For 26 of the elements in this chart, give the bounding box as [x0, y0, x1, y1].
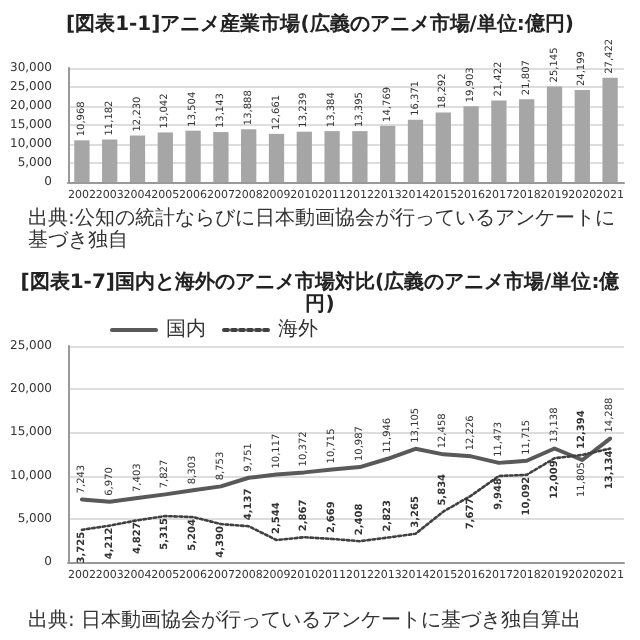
bar [296, 131, 312, 182]
bar [324, 131, 340, 182]
bar [102, 139, 118, 182]
bar [602, 77, 618, 182]
bar [519, 99, 535, 182]
bar [157, 132, 173, 182]
bar [185, 130, 201, 182]
bar [268, 133, 285, 182]
bar [574, 90, 590, 182]
source-note: 出典:公知の統計ならびに日本動画協会が行っているアンケートに基づき独自 [28, 206, 615, 252]
legend-label: 国内 [166, 317, 206, 341]
bar [463, 106, 479, 182]
bar [407, 119, 424, 182]
source-note: 出典: 日本動画協会が行っているアンケートに基づき独自算出 [28, 608, 582, 632]
bar [380, 125, 396, 182]
chart-title: [図表1-1]アニメ産業市場(広義のアニメ市場/単位:億円) [66, 12, 574, 36]
chart-title: [図表1-7]国内と海外のアニメ市場対比(広義のアニメ市場/単位:億円) [20, 270, 622, 316]
bar [435, 112, 451, 182]
bar [546, 86, 563, 182]
bar [491, 100, 507, 182]
bar [129, 135, 146, 182]
bar [213, 132, 229, 182]
bar [74, 140, 90, 182]
legend-label: 海外 [278, 317, 318, 341]
bar [352, 131, 368, 182]
bar [241, 129, 257, 182]
